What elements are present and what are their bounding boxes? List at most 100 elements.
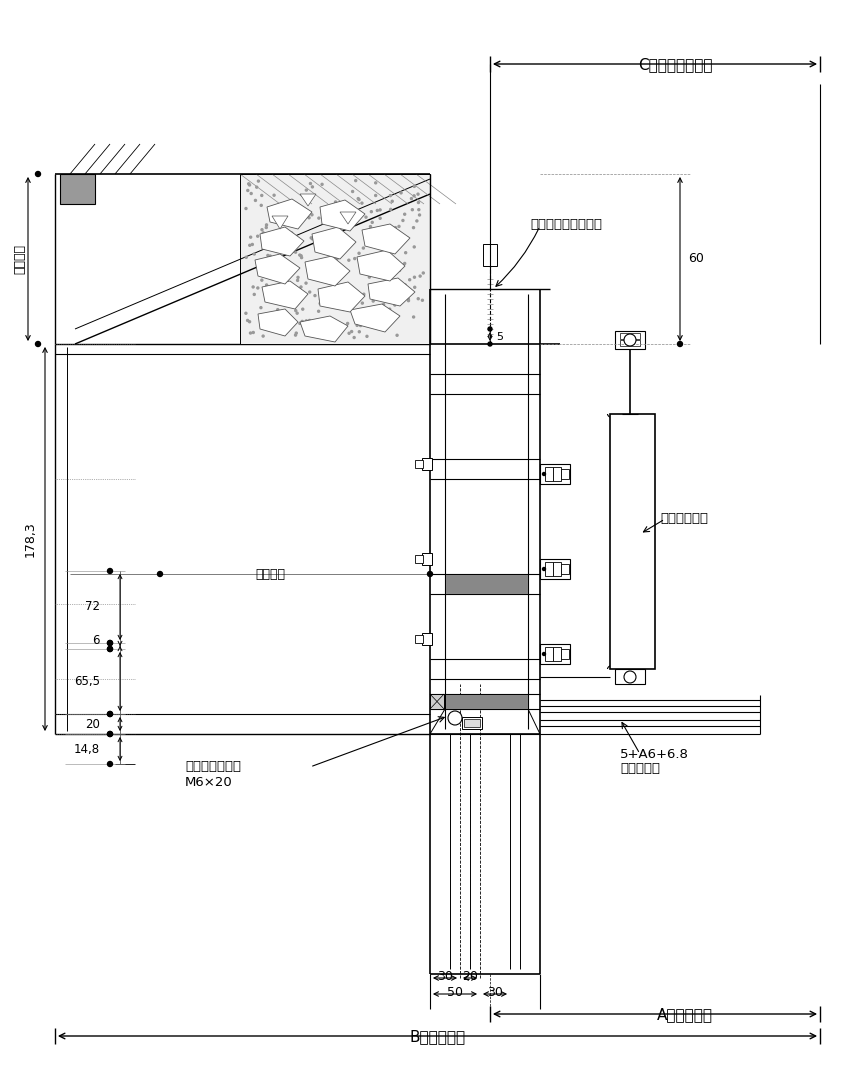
Circle shape (329, 322, 332, 324)
Circle shape (321, 184, 323, 186)
Circle shape (295, 309, 296, 311)
Bar (415, 635, 423, 643)
Circle shape (308, 291, 311, 293)
Circle shape (265, 227, 267, 229)
Bar (553, 562, 561, 576)
Bar (545, 647, 553, 661)
Circle shape (344, 241, 346, 242)
Circle shape (279, 326, 282, 329)
Circle shape (334, 201, 337, 203)
Circle shape (389, 308, 391, 310)
Bar (545, 562, 553, 576)
Circle shape (413, 316, 415, 318)
Circle shape (261, 229, 263, 231)
Polygon shape (318, 282, 365, 313)
Bar (620, 333, 640, 339)
Text: M6×20: M6×20 (185, 775, 232, 788)
Circle shape (338, 270, 340, 272)
Circle shape (413, 194, 415, 197)
Circle shape (262, 335, 264, 337)
Circle shape (406, 236, 408, 238)
Circle shape (314, 235, 316, 237)
Circle shape (353, 336, 355, 338)
Circle shape (408, 300, 410, 302)
Circle shape (417, 297, 419, 300)
Circle shape (366, 335, 368, 337)
Circle shape (290, 232, 293, 234)
Polygon shape (350, 304, 400, 332)
Circle shape (404, 284, 406, 286)
Circle shape (372, 300, 374, 302)
Circle shape (303, 328, 306, 330)
Polygon shape (320, 200, 365, 231)
Circle shape (383, 259, 384, 261)
Circle shape (319, 303, 321, 304)
Circle shape (318, 217, 320, 219)
Circle shape (393, 281, 395, 282)
Circle shape (375, 236, 378, 238)
Circle shape (248, 183, 250, 185)
Circle shape (365, 216, 367, 218)
Circle shape (305, 282, 307, 285)
Bar (483, 244, 497, 266)
Circle shape (314, 294, 316, 296)
Circle shape (309, 183, 311, 185)
Bar (60, 174, 95, 204)
Circle shape (677, 342, 683, 347)
Circle shape (285, 325, 287, 328)
Circle shape (342, 308, 345, 310)
Circle shape (419, 275, 421, 277)
Circle shape (310, 237, 312, 238)
Circle shape (260, 204, 263, 206)
Circle shape (416, 220, 418, 222)
Text: 72: 72 (85, 600, 100, 613)
Polygon shape (258, 309, 298, 336)
Circle shape (107, 711, 112, 716)
Circle shape (403, 214, 406, 215)
Text: 6: 6 (92, 635, 100, 648)
Circle shape (107, 647, 112, 652)
Circle shape (413, 246, 416, 248)
Circle shape (295, 334, 296, 336)
Circle shape (266, 259, 268, 261)
Circle shape (362, 247, 365, 249)
Circle shape (250, 236, 251, 238)
Circle shape (300, 286, 302, 288)
Circle shape (311, 214, 313, 216)
Circle shape (265, 223, 268, 226)
Circle shape (272, 297, 274, 300)
Circle shape (361, 302, 364, 304)
Circle shape (270, 209, 271, 212)
Circle shape (251, 192, 252, 194)
Circle shape (375, 182, 377, 184)
Circle shape (383, 304, 384, 305)
Circle shape (624, 671, 636, 683)
Circle shape (246, 319, 249, 321)
Circle shape (343, 223, 345, 226)
Circle shape (448, 711, 462, 725)
Circle shape (295, 251, 296, 253)
Circle shape (107, 731, 112, 737)
Text: 物件対応: 物件対応 (255, 567, 285, 581)
Text: 60: 60 (688, 252, 704, 265)
Circle shape (337, 287, 339, 288)
Circle shape (391, 249, 393, 251)
Circle shape (376, 243, 378, 244)
Circle shape (488, 342, 492, 346)
Circle shape (395, 227, 397, 229)
Text: 複層ガラス: 複層ガラス (620, 763, 660, 775)
Circle shape (391, 293, 392, 295)
Circle shape (379, 217, 381, 219)
Text: B：外形寸法: B：外形寸法 (410, 1029, 466, 1044)
Circle shape (245, 257, 247, 258)
Circle shape (251, 244, 253, 246)
Circle shape (252, 286, 254, 288)
Circle shape (323, 325, 325, 328)
Circle shape (247, 189, 249, 191)
Text: 50: 50 (447, 986, 463, 999)
Circle shape (417, 202, 419, 203)
Circle shape (256, 186, 257, 188)
Circle shape (340, 300, 341, 302)
Circle shape (320, 299, 321, 301)
Circle shape (353, 258, 356, 260)
